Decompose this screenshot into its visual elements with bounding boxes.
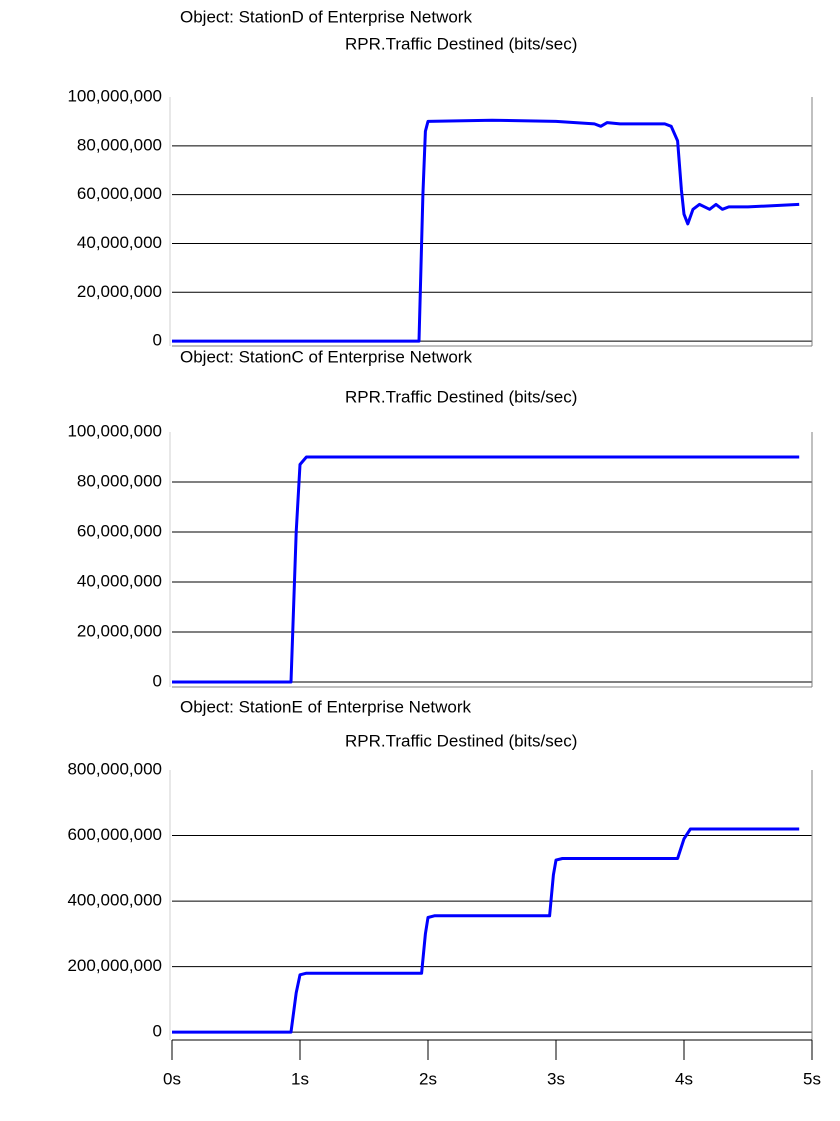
y-tick-label: 60,000,000 bbox=[77, 521, 162, 540]
chart-title: Object: StationD of Enterprise Network bbox=[180, 7, 472, 26]
y-tick-label: 60,000,000 bbox=[77, 184, 162, 203]
y-tick-label: 80,000,000 bbox=[77, 135, 162, 154]
y-tick-label: 200,000,000 bbox=[67, 956, 162, 975]
y-tick-label: 0 bbox=[153, 1022, 162, 1041]
chart-subtitle: RPR.Traffic Destined (bits/sec) bbox=[345, 731, 577, 750]
y-tick-label: 80,000,000 bbox=[77, 471, 162, 490]
y-tick-label: 800,000,000 bbox=[67, 759, 162, 778]
y-tick-label: 100,000,000 bbox=[67, 421, 162, 440]
chart-title: Object: StationC of Enterprise Network bbox=[180, 347, 472, 366]
x-tick-label: 1s bbox=[291, 1069, 309, 1088]
data-line bbox=[172, 827, 800, 1034]
y-tick-label: 20,000,000 bbox=[77, 282, 162, 301]
x-tick-label: 5s bbox=[803, 1069, 821, 1088]
y-tick-label: 600,000,000 bbox=[67, 825, 162, 844]
x-tick-label: 0s bbox=[163, 1069, 181, 1088]
data-line bbox=[172, 118, 800, 343]
x-tick-label: 4s bbox=[675, 1069, 693, 1088]
y-tick-label: 0 bbox=[153, 671, 162, 690]
y-tick-label: 400,000,000 bbox=[67, 891, 162, 910]
chart-subtitle: RPR.Traffic Destined (bits/sec) bbox=[345, 34, 577, 53]
data-line bbox=[172, 455, 800, 684]
y-tick-label: 0 bbox=[153, 331, 162, 350]
chart-subtitle: RPR.Traffic Destined (bits/sec) bbox=[345, 387, 577, 406]
y-tick-label: 40,000,000 bbox=[77, 233, 162, 252]
y-tick-label: 20,000,000 bbox=[77, 621, 162, 640]
x-tick-label: 3s bbox=[547, 1069, 565, 1088]
y-tick-label: 40,000,000 bbox=[77, 571, 162, 590]
chart-title: Object: StationE of Enterprise Network bbox=[180, 697, 472, 716]
x-tick-label: 2s bbox=[419, 1069, 437, 1088]
y-tick-label: 100,000,000 bbox=[67, 86, 162, 105]
